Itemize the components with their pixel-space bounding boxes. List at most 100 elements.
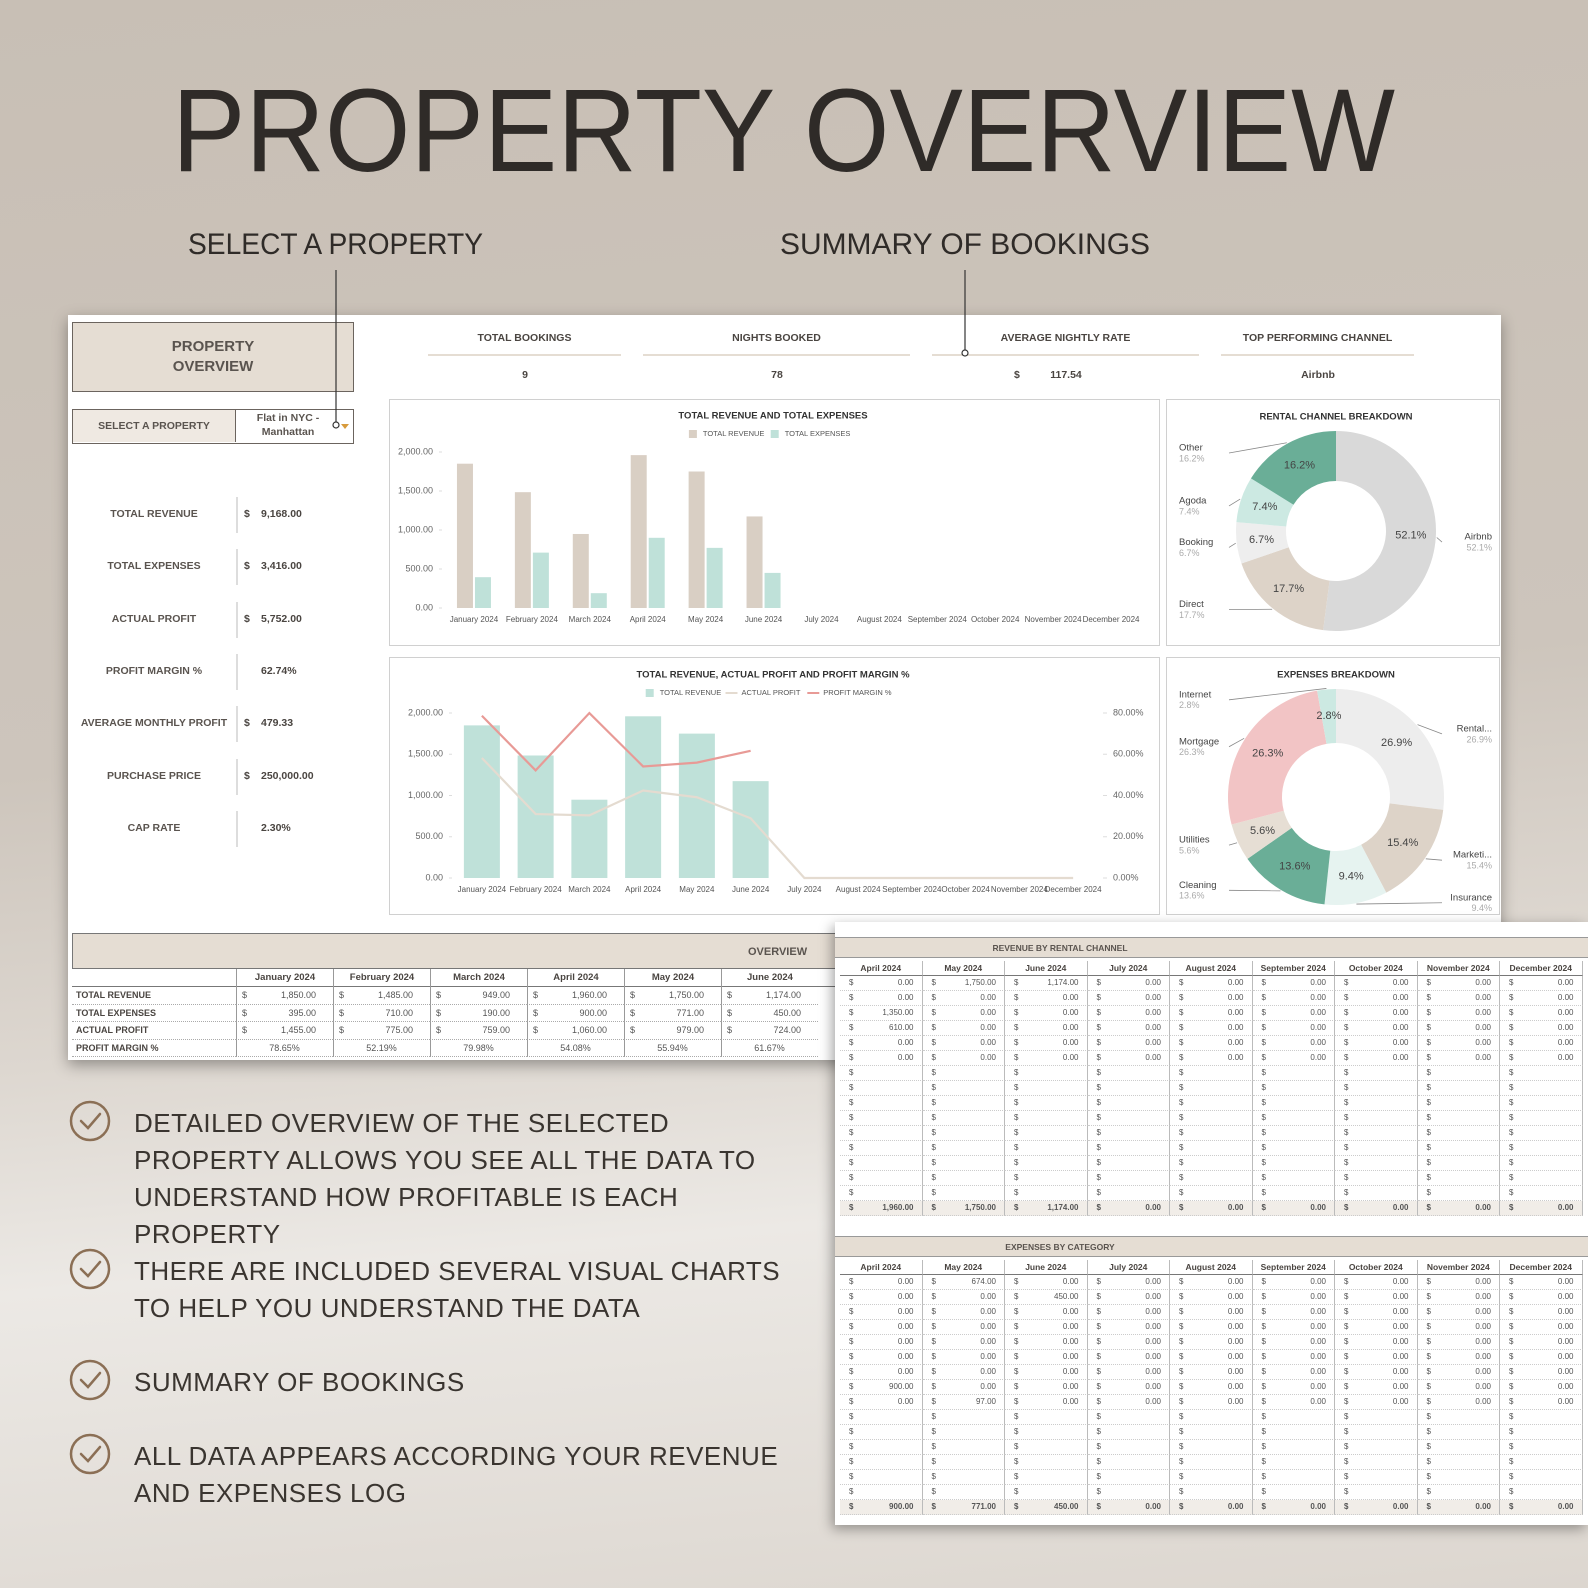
cell-currency: $ — [931, 1203, 936, 1212]
cell-currency: $ — [1179, 1397, 1184, 1406]
cell-frame — [333, 987, 430, 1005]
cell-currency: $ — [242, 1025, 248, 1035]
cell-currency: $ — [1344, 1083, 1349, 1092]
cell-value: 1,455.00 — [280, 1025, 316, 1035]
cell-currency: $ — [1509, 1367, 1514, 1376]
cell-value: 0.00 — [1475, 1008, 1491, 1017]
cell-currency: $ — [1261, 1053, 1266, 1062]
cell-currency: $ — [931, 1397, 936, 1406]
cell-currency: $ — [931, 1292, 936, 1301]
cell-frame — [1087, 1275, 1170, 1290]
cell-frame — [1087, 1096, 1170, 1111]
cell-currency: $ — [849, 1143, 854, 1152]
cell-value: 0.00 — [897, 978, 914, 987]
cell-currency: $ — [931, 993, 936, 1002]
cell-frame — [1252, 1051, 1335, 1066]
cell-frame — [1005, 1395, 1088, 1410]
cell-currency: $ — [931, 1472, 936, 1481]
summary-label: TOP PERFORMING CHANNEL — [1242, 332, 1393, 344]
cell-value: 0.00 — [1475, 1307, 1491, 1316]
cell-currency: $ — [1096, 1038, 1101, 1047]
cell-currency: $ — [931, 1367, 936, 1376]
cell-frame — [236, 1022, 333, 1040]
cell-frame — [1170, 1021, 1253, 1036]
cell-currency: $ — [1344, 1098, 1349, 1107]
cell-value: 0.00 — [1557, 1307, 1574, 1316]
cell-currency: $ — [1179, 1068, 1184, 1077]
column-header: October 2024 — [1335, 1260, 1418, 1275]
cell-frame — [1500, 1201, 1583, 1216]
cell-currency: $ — [727, 990, 733, 1000]
cell-value: 0.00 — [1145, 1502, 1161, 1511]
cell-currency: $ — [1344, 1337, 1349, 1346]
cell-frame — [1087, 1470, 1170, 1485]
cell-frame — [721, 1004, 818, 1022]
selector-value[interactable]: Flat in NYC - Manhattan — [256, 412, 320, 438]
dropdown-arrow[interactable] — [341, 424, 349, 429]
cell-frame — [1005, 1440, 1088, 1455]
cell-frame — [1252, 1066, 1335, 1081]
cell-value: 0.00 — [1557, 978, 1574, 987]
cell-currency: $ — [1426, 1083, 1431, 1092]
cell-frame — [840, 1485, 923, 1500]
cell-currency: $ — [339, 990, 345, 1000]
cell-frame — [1335, 1500, 1418, 1515]
cell-currency: $ — [1344, 1277, 1349, 1286]
column-header: November 2024 — [1417, 1260, 1500, 1275]
cell-currency: $ — [849, 978, 854, 987]
cell-frame — [1417, 1006, 1500, 1021]
dashboard-title-box: PROPERTY OVERVIEW — [72, 322, 354, 392]
kpi-currency: $ — [244, 560, 250, 573]
cell-value: 450.00 — [773, 1007, 801, 1018]
cell-value: 0.00 — [1557, 1322, 1574, 1331]
cell-frame — [1087, 1335, 1170, 1350]
cell-value: 0.00 — [1557, 1203, 1574, 1212]
cell-value: 395.00 — [288, 1007, 316, 1018]
cell-frame — [1005, 1126, 1088, 1141]
cell-currency: $ — [1014, 1457, 1019, 1466]
cell-frame — [1335, 1066, 1418, 1081]
cell-frame — [527, 1022, 624, 1040]
cell-frame — [1170, 1126, 1253, 1141]
cell-value: 0.00 — [1062, 1277, 1079, 1286]
kpi-divider — [236, 706, 238, 743]
cell-value: 0.00 — [1310, 1038, 1326, 1047]
cell-currency: $ — [1509, 978, 1514, 987]
column-header: March 2024 — [430, 969, 527, 987]
cell-frame — [1170, 1066, 1253, 1081]
cell-frame — [1252, 1156, 1335, 1171]
cell-value: 0.00 — [1227, 1337, 1244, 1346]
cell-frame — [1500, 1500, 1583, 1515]
property-selector[interactable]: SELECT A PROPERTY Flat in NYC - Manhatta… — [72, 409, 354, 444]
cell-frame — [1500, 1171, 1583, 1186]
cell-value: 0.00 — [1557, 1038, 1574, 1047]
cell-frame — [1170, 1365, 1253, 1380]
cell-frame — [624, 1022, 721, 1040]
cell-currency: $ — [1179, 1023, 1184, 1032]
cell-frame — [1252, 1171, 1335, 1186]
cell-frame — [1005, 1500, 1088, 1515]
cell-value: 1,750.00 — [964, 978, 996, 987]
cell-currency: $ — [1426, 1502, 1431, 1511]
cell-frame — [840, 1425, 923, 1440]
cell-value: 0.00 — [1310, 1397, 1326, 1406]
cell-currency: $ — [1261, 1173, 1266, 1182]
cell-currency: $ — [1344, 993, 1349, 1002]
cell-frame — [1170, 1500, 1253, 1515]
cell-currency: $ — [1261, 1337, 1266, 1346]
cell-currency: $ — [436, 1007, 442, 1018]
cell-frame — [922, 1350, 1005, 1365]
cell-value: 190.00 — [482, 1007, 510, 1018]
cell-currency: $ — [1014, 1502, 1019, 1511]
cell-value: 674.00 — [971, 1277, 996, 1286]
cell-currency: $ — [533, 1007, 539, 1018]
cell-currency: $ — [1344, 1023, 1349, 1032]
cell-value: 0.00 — [1145, 993, 1161, 1002]
cell-currency: $ — [849, 1337, 854, 1346]
cell-currency: $ — [630, 990, 636, 1000]
cell-currency: $ — [1014, 1023, 1019, 1032]
column-header: January 2024 — [236, 969, 333, 987]
cell-value: 0.00 — [1227, 1053, 1244, 1062]
cell-currency: $ — [1426, 1442, 1431, 1451]
summary-underline — [932, 354, 1199, 356]
